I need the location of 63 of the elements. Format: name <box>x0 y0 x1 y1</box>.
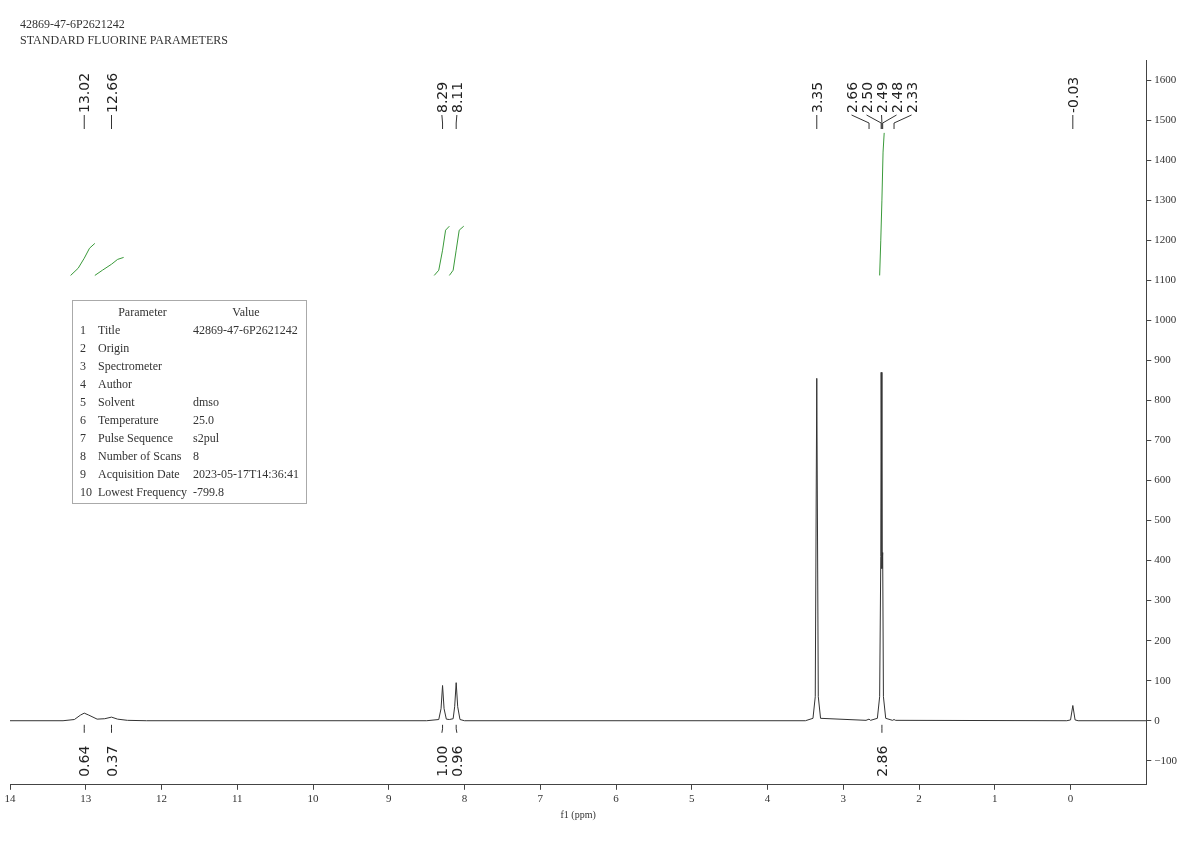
x-tick-label: 2 <box>916 792 922 805</box>
y-tick-label: 1100 <box>1154 273 1177 286</box>
y-tick-label: 700 <box>1154 433 1172 446</box>
annotation: 13.02 <box>76 72 93 113</box>
x-tick-label: 14 <box>4 792 16 805</box>
x-tick-label: 4 <box>764 792 771 805</box>
y-tick-label: 1200 <box>1154 233 1177 246</box>
x-tick-label: 3 <box>840 792 847 805</box>
text: 6 Temperature 25.0 <box>80 412 214 427</box>
y-tick-label: 800 <box>1154 393 1172 406</box>
y-tick-label: 0 <box>1154 713 1161 726</box>
annotation: 2.48 <box>888 81 905 113</box>
chart-subtitle: STANDARD FLUORINE PARAMETERS <box>20 32 228 48</box>
x-tick-label: 13 <box>80 792 92 805</box>
annotation: 2.49 <box>873 81 890 113</box>
annotation: 10 Lowest Frequency -799.8 <box>79 483 225 501</box>
annotation: 2.50 <box>858 81 875 113</box>
annotation: 3 Spectrometer <box>79 357 163 375</box>
annotation: -0.03 <box>1064 76 1081 113</box>
x-tick-label: 12 <box>156 792 168 805</box>
annotation: 8.29 <box>433 81 450 113</box>
y-tick-label: −100 <box>1154 753 1178 766</box>
text: 7 Pulse Sequence s2pul <box>80 430 219 445</box>
annotation: 2.66 <box>843 81 860 113</box>
annotation: 2 Origin <box>79 339 131 357</box>
annotation: 12.66 <box>103 72 120 113</box>
y-tick-label: 1300 <box>1154 193 1177 206</box>
text: Parameter Value <box>118 304 260 319</box>
x-axis-title: f1 (ppm) <box>560 808 596 821</box>
annotation: 0.64 <box>76 745 93 777</box>
y-tick-label: 1500 <box>1154 112 1177 125</box>
chart-title: 42869-47-6P2621242 <box>20 16 126 32</box>
y-tick-label: 1000 <box>1154 313 1177 326</box>
y-tick-label: 200 <box>1154 633 1172 646</box>
y-tick-label: 600 <box>1154 473 1172 486</box>
x-tick-label: 9 <box>386 792 393 805</box>
annotation: 4 Author <box>79 375 133 393</box>
y-tick-label: 300 <box>1154 593 1172 606</box>
x-tick-label: 8 <box>461 792 468 805</box>
x-tick-label: 7 <box>537 792 544 805</box>
y-tick-label: 500 <box>1154 513 1172 526</box>
x-tick-label: 5 <box>689 792 696 805</box>
annotation: 8.11 <box>448 81 465 113</box>
annotation: 8 Number of Scans 8 <box>79 447 200 465</box>
y-tick-label: 1400 <box>1154 153 1177 165</box>
annotation: 0.37 <box>103 745 120 777</box>
x-tick-label: 10 <box>307 792 320 805</box>
text: 5 Solvent dmso <box>80 394 219 409</box>
x-tick-label: 0 <box>1067 792 1074 805</box>
annotation: 3.35 <box>808 81 825 113</box>
y-tick-label: 1600 <box>1154 72 1177 85</box>
x-tick-label: 11 <box>231 792 243 805</box>
x-tick-label: 6 <box>613 792 620 805</box>
annotation: 2.86 <box>873 745 890 777</box>
annotation: 0.96 <box>448 745 465 777</box>
x-tick-label: 1 <box>992 792 998 805</box>
y-tick-label: 400 <box>1154 553 1172 566</box>
annotation: 9 Acquisition Date 2023-05-17T14:36:41 <box>79 465 300 483</box>
y-tick-label: 100 <box>1154 673 1172 686</box>
annotation: 2.33 <box>903 81 920 113</box>
y-tick-label: 900 <box>1154 353 1172 366</box>
annotation: 1.00 <box>433 745 450 777</box>
text: 1 Title 42869-47-6P2621242 <box>80 322 298 337</box>
